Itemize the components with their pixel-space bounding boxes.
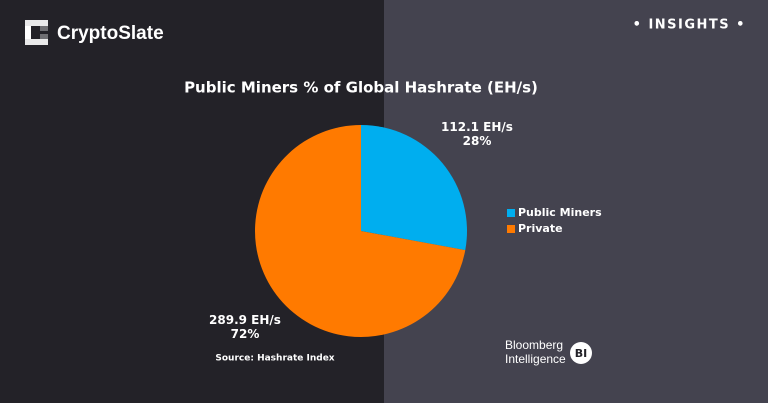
percent-label: 72% (231, 327, 260, 341)
percent-label: 28% (463, 134, 492, 148)
source: Source: Hashrate Index (215, 354, 334, 364)
partner-line2: Intelligence (505, 352, 566, 366)
value-label: 289.9 EH/s (209, 313, 281, 327)
legend-label: Private (518, 222, 563, 235)
brand-name: CryptoSlate (57, 23, 164, 44)
partner-badge-text: BI (575, 347, 587, 360)
legend-swatch (507, 225, 515, 233)
partner-badge (570, 342, 592, 364)
value-label: 112.1 EH/s (441, 120, 513, 134)
pie-slice (361, 125, 467, 251)
legend-swatch (507, 209, 515, 217)
pie-slice (255, 125, 466, 338)
logo-icon (25, 20, 48, 45)
chart-title: Public Miners % of Global Hashrate (EH/s… (184, 79, 538, 97)
legend-label: Public Miners (518, 206, 602, 219)
section-label: • INSIGHTS • (633, 18, 746, 33)
partner-line1: Bloomberg (505, 338, 563, 352)
